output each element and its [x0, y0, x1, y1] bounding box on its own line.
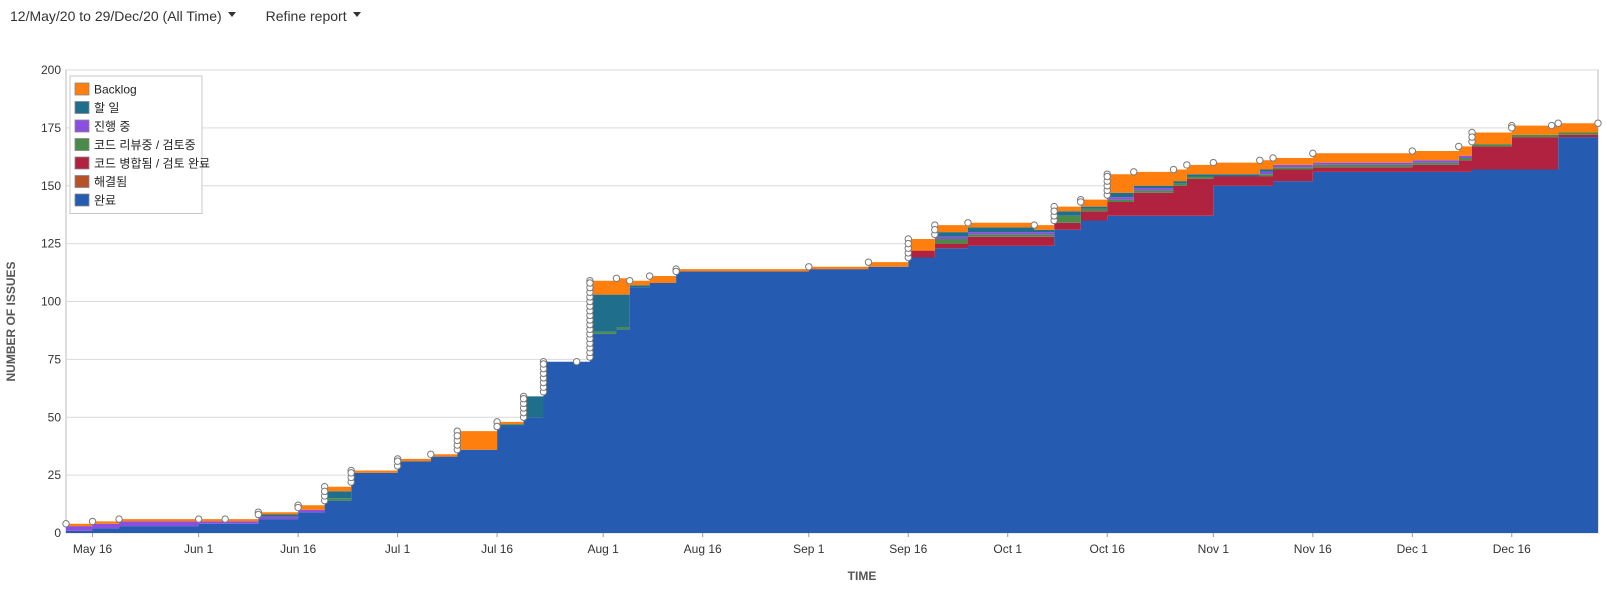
legend-label: 해결됨 [94, 175, 127, 189]
data-point-marker [453, 432, 461, 440]
data-point-marker [864, 258, 873, 266]
cumulative-flow-chart: 0 25 50 75 100 125 150 175 200 May 16 Jun 1 Jun 16 J… [4, 63, 1602, 583]
legend-label: 진행 중 [94, 119, 130, 134]
y-tick-label: 0 [54, 526, 61, 540]
data-point-marker [1455, 142, 1463, 151]
y-tick-label: 100 [41, 295, 61, 309]
y-tick-label: 75 [48, 352, 62, 366]
data-point-marker [904, 239, 912, 248]
axes: 0 25 50 75 100 125 150 175 200 May 16 Jun 1 Jun 16 J… [4, 63, 1531, 583]
data-point-marker [294, 503, 302, 512]
data-point-marker [1050, 207, 1058, 215]
data-point-marker [1077, 198, 1085, 206]
x-tick-label: Aug 1 [588, 542, 620, 556]
data-point-marker [393, 457, 402, 465]
x-axis-title: TIME [848, 569, 877, 583]
legend-swatch [74, 175, 90, 188]
x-tick-label: Dec 1 [1397, 542, 1429, 556]
x-tick-label: Aug 16 [684, 542, 722, 556]
data-point-marker [1594, 119, 1602, 127]
legend-swatch [74, 119, 90, 133]
x-tick-label: Nov 16 [1294, 542, 1332, 556]
data-point-marker [493, 422, 501, 431]
report-toolbar: 12/May/20 to 29/Dec/20 (All Time) Refine… [10, 6, 361, 26]
data-point-marker [1183, 161, 1191, 169]
legend-swatch [74, 138, 90, 151]
data-point-marker [805, 263, 813, 271]
data-point-marker [320, 487, 329, 496]
x-tick-label: Sep 1 [793, 542, 825, 556]
data-point-marker [572, 357, 581, 366]
y-axis-title: NUMBER OF ISSUES [4, 261, 18, 381]
x-tick-label: Oct 16 [1090, 542, 1126, 556]
x-tick-label: Dec 16 [1493, 542, 1531, 556]
data-point-marker [1169, 165, 1178, 174]
y-tick-label: 50 [48, 410, 62, 424]
x-tick-label: Jul 1 [385, 542, 411, 556]
y-tick-label: 25 [48, 468, 62, 482]
date-range-label: 12/May/20 to 29/Dec/20 (All Time) [10, 8, 222, 24]
date-range-dropdown[interactable]: 12/May/20 to 29/Dec/20 (All Time) [10, 8, 236, 24]
data-point-marker [539, 360, 548, 368]
x-tick-label: Oct 1 [993, 542, 1022, 556]
data-point-marker [427, 450, 435, 458]
data-point-marker [931, 226, 939, 234]
data-point-marker [1130, 168, 1138, 176]
legend-swatch [74, 193, 90, 207]
data-point-marker [194, 515, 203, 523]
caret-down-icon [227, 11, 236, 17]
x-tick-label: Jun 1 [184, 542, 214, 556]
data-point-marker [672, 267, 680, 276]
y-tick-label: 175 [41, 121, 61, 135]
area-완료 [66, 137, 1598, 533]
data-point-marker [1256, 156, 1264, 164]
data-point-markers [62, 119, 1602, 528]
data-point-marker [626, 276, 634, 285]
caret-down-icon [352, 11, 361, 17]
data-point-marker [254, 510, 263, 519]
legend-label: 코드 리뷰중 / 검토중 [94, 138, 196, 152]
stacked-areas [66, 123, 1598, 533]
data-point-marker [1468, 133, 1476, 141]
data-point-marker [612, 274, 621, 283]
data-point-marker [62, 520, 70, 528]
y-tick-label: 150 [41, 179, 61, 193]
x-tick-label: Jul 16 [481, 542, 513, 556]
data-point-marker [115, 515, 123, 523]
refine-report-label: Refine report [265, 8, 347, 24]
x-tick-label: Nov 1 [1198, 542, 1230, 556]
legend-swatch [74, 156, 90, 170]
legend-swatch [74, 101, 90, 114]
legend-label: Backlog [94, 83, 137, 97]
data-point-marker [1103, 172, 1111, 181]
data-point-marker [347, 469, 355, 477]
refine-report-dropdown[interactable]: Refine report [266, 8, 361, 24]
data-point-marker [1269, 154, 1277, 162]
data-point-marker [1209, 158, 1218, 167]
data-point-marker [1408, 147, 1417, 155]
legend-label: 할 일 [94, 101, 119, 115]
data-point-marker [1309, 149, 1317, 158]
data-point-marker [645, 272, 654, 280]
data-point-marker [519, 395, 528, 403]
data-point-marker [586, 279, 594, 287]
data-point-marker [88, 517, 97, 526]
data-point-marker [1547, 121, 1556, 130]
legend-box [69, 75, 203, 214]
x-tick-label: Jun 16 [280, 542, 316, 556]
x-tick-label: Sep 16 [889, 542, 927, 556]
data-point-marker [221, 515, 229, 523]
legend-swatch [74, 82, 90, 96]
data-point-marker [964, 219, 972, 227]
data-point-marker [1030, 221, 1038, 229]
data-point-marker [1554, 119, 1562, 127]
y-tick-label: 200 [41, 63, 61, 77]
y-tick-label: 125 [41, 237, 61, 251]
data-point-marker [1508, 124, 1516, 132]
x-tick-label: May 16 [73, 542, 113, 556]
legend-label: 코드 병합됨 / 검토 완료 [94, 157, 210, 171]
legend-label: 완료 [94, 194, 116, 208]
